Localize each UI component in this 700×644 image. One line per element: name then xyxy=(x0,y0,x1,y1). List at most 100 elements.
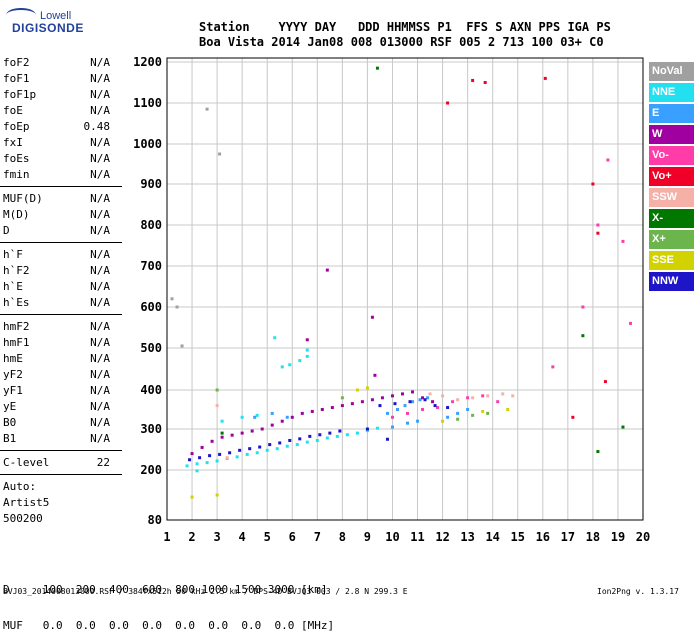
data-point-e xyxy=(253,415,257,419)
data-point-noval xyxy=(218,152,222,156)
param-name: D xyxy=(3,224,10,237)
data-point-nnw xyxy=(433,404,437,408)
param-row-fof1: foF1 N/A xyxy=(0,71,118,87)
data-point-nnw xyxy=(408,400,412,404)
param-value: 22 xyxy=(96,456,110,469)
data-point-nnw xyxy=(278,441,282,445)
legend-item-w: W xyxy=(649,125,694,144)
data-point-e xyxy=(395,408,399,411)
data-point-nne xyxy=(375,426,379,430)
data-point-w xyxy=(380,396,384,400)
param-name: foF1 xyxy=(3,72,30,85)
legend-item-vo: Vo- xyxy=(649,146,694,165)
param-name: h`F xyxy=(3,248,23,261)
param-name: yF1 xyxy=(3,384,23,397)
data-point-nne xyxy=(220,419,224,423)
data-point-vo xyxy=(421,408,425,411)
param-name: yF2 xyxy=(3,368,23,381)
autoscaling-line3: 500200 xyxy=(3,512,43,525)
param-value: N/A xyxy=(90,368,110,381)
y-tick-label: 500 xyxy=(140,341,162,355)
data-point-noval xyxy=(205,107,209,111)
data-point-vo xyxy=(621,239,625,243)
data-point-w xyxy=(400,392,404,396)
data-point-w xyxy=(421,396,425,400)
data-point-vo xyxy=(436,406,440,410)
param-value: N/A xyxy=(90,192,110,205)
data-point-ssw xyxy=(428,392,432,396)
data-point-sse xyxy=(365,386,369,390)
data-point-noval xyxy=(170,297,174,301)
param-name: h`F2 xyxy=(3,264,30,277)
param-value: N/A xyxy=(90,400,110,413)
x-tick-label: 20 xyxy=(636,530,650,544)
data-point-e xyxy=(406,421,410,425)
x-tick-label: 13 xyxy=(460,530,474,544)
muf-table: D 100 200 400 600 800 1000 1500 3000 [km… xyxy=(3,560,334,644)
header-labels: Station YYYY DAY DDD HHMMSS P1 FFS S AXN… xyxy=(199,20,611,34)
x-tick-label: 4 xyxy=(239,530,246,544)
param-name: yE xyxy=(3,400,17,413)
data-point-noval xyxy=(180,344,184,348)
param-name: fmin xyxy=(3,168,30,181)
data-point-w xyxy=(411,390,415,394)
data-point-vo xyxy=(390,415,394,419)
param-value: N/A xyxy=(90,104,110,117)
param-value: N/A xyxy=(90,152,110,165)
data-point-nne xyxy=(240,415,244,419)
param-name: hmF2 xyxy=(3,320,30,333)
footer-version: Ion2Png v. 1.3.17 xyxy=(597,587,679,596)
param-name: fxI xyxy=(3,136,23,149)
data-point-x xyxy=(486,411,490,415)
data-point-x xyxy=(621,425,625,429)
data-point-w xyxy=(370,398,374,402)
y-tick-label: 400 xyxy=(140,383,162,397)
data-point-w xyxy=(190,452,194,456)
data-point-e xyxy=(416,419,420,423)
data-point-vo xyxy=(596,231,600,235)
x-tick-label: 3 xyxy=(213,530,220,544)
data-point-w xyxy=(270,423,274,427)
data-point-vo xyxy=(596,223,600,227)
data-point-nnw xyxy=(208,454,212,458)
data-point-nne xyxy=(280,365,284,369)
param-value: N/A xyxy=(90,416,110,429)
data-point-sse xyxy=(441,419,445,423)
x-tick-label: 7 xyxy=(314,530,321,544)
param-name: M(D) xyxy=(3,208,30,221)
data-point-ssw xyxy=(225,456,229,460)
data-point-vo xyxy=(603,380,607,384)
data-point-nnw xyxy=(298,437,302,441)
data-point-ssw xyxy=(511,394,515,398)
param-name: foE xyxy=(3,104,23,117)
x-tick-label: 8 xyxy=(339,530,346,544)
data-point-e xyxy=(456,411,460,415)
data-point-nnw xyxy=(288,438,292,442)
param-row-h-f2: h`F2 N/A xyxy=(0,263,118,279)
param-value: N/A xyxy=(90,320,110,333)
data-point-nnw xyxy=(423,398,427,402)
legend-item-x: X+ xyxy=(649,230,694,249)
param-row-muf-d: MUF(D) N/A xyxy=(0,191,118,207)
header-values: Boa Vista 2014 Jan08 008 013000 RSF 005 … xyxy=(199,35,604,49)
param-separator xyxy=(0,186,122,187)
data-point-nnw xyxy=(338,429,342,433)
data-point-x xyxy=(215,388,219,392)
data-point-nne xyxy=(273,336,277,340)
data-point-nnw xyxy=(268,443,272,447)
param-value: N/A xyxy=(90,432,110,445)
data-point-ssw xyxy=(501,392,505,396)
data-point-ssw xyxy=(215,404,219,408)
data-point-e xyxy=(466,408,470,411)
param-row-foes: foEs N/A xyxy=(0,151,118,167)
param-separator xyxy=(0,242,122,243)
data-point-vo xyxy=(496,400,500,404)
data-point-nnw xyxy=(393,402,397,406)
param-name: hmE xyxy=(3,352,23,365)
param-value: N/A xyxy=(90,208,110,221)
data-point-nne xyxy=(275,447,279,451)
data-point-w xyxy=(290,415,294,419)
data-point-w xyxy=(305,338,309,342)
data-point-sse xyxy=(506,408,510,411)
param-name: foF2 xyxy=(3,56,30,69)
